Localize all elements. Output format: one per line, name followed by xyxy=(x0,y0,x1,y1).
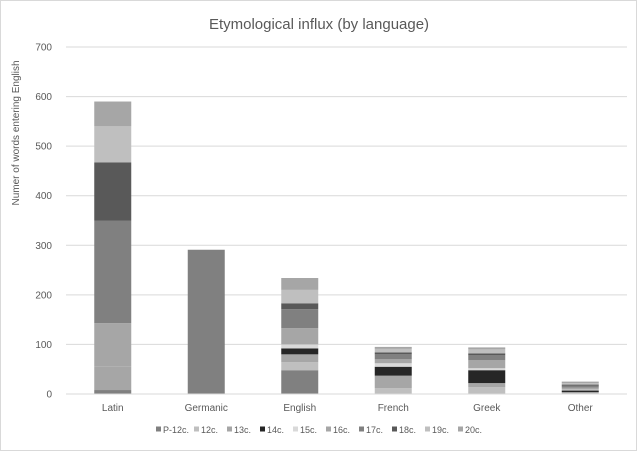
x-tick-label-germanic: Germanic xyxy=(185,403,228,414)
bar-segment-french-4 xyxy=(374,363,412,367)
x-tick-label-latin: Latin xyxy=(102,403,124,414)
bar-segment-other-2 xyxy=(561,392,599,394)
legend-label-0: P-12c. xyxy=(163,425,189,435)
x-tick-label-french: French xyxy=(378,403,409,414)
legend-label-9: 20c. xyxy=(465,425,482,435)
legend-label-4: 15c. xyxy=(300,425,317,435)
bar-segment-greek-6 xyxy=(468,355,506,361)
bar-layer xyxy=(94,101,599,394)
bar-segment-english-9 xyxy=(281,278,319,290)
y-axis-ticks: 0 100 200 300 400 500 600 700 xyxy=(35,43,52,401)
legend-swatch-6 xyxy=(359,426,364,432)
y-tick-label: 100 xyxy=(35,340,52,351)
x-tick-label-english: English xyxy=(283,403,316,414)
bar-segment-latin-8 xyxy=(94,126,132,163)
legend-label-2: 13c. xyxy=(234,425,251,435)
bar-segment-english-8 xyxy=(281,289,319,304)
bar-segment-greek-8 xyxy=(468,349,506,354)
grid-lines xyxy=(66,46,627,345)
bar-segment-latin-7 xyxy=(94,162,132,221)
bar-segment-english-1 xyxy=(281,362,319,371)
legend-label-5: 16c. xyxy=(333,425,350,435)
bar-segment-french-3 xyxy=(374,366,412,376)
legend-swatch-7 xyxy=(392,426,397,432)
bar-segment-english-5 xyxy=(281,328,319,345)
legend-swatch-2 xyxy=(227,426,232,432)
bar-segment-latin-9 xyxy=(94,101,132,127)
bar-segment-latin-5 xyxy=(94,323,132,367)
bar-segment-germanic-0 xyxy=(187,249,225,394)
legend-swatch-3 xyxy=(260,426,265,432)
legend-swatch-9 xyxy=(458,426,463,432)
bar-segment-greek-3 xyxy=(468,370,506,384)
legend-label-6: 17c. xyxy=(366,425,383,435)
bar-segment-other-7 xyxy=(561,384,599,386)
x-tick-label-other: Other xyxy=(568,403,594,414)
legend-label-3: 14c. xyxy=(267,425,284,435)
bar-segment-french-6 xyxy=(374,354,412,360)
bar-segment-greek-9 xyxy=(468,347,506,350)
bar-segment-other-5 xyxy=(561,387,599,390)
bar-segment-latin-0 xyxy=(94,390,132,394)
y-tick-label: 500 xyxy=(35,142,52,153)
legend: P-12c. 12c. 13c. 14c. 15c. 16c. 17c. 18c. 19c. 20… xyxy=(156,425,482,435)
chart-title: Etymological influx (by language) xyxy=(209,16,429,33)
legend-swatch-1 xyxy=(194,426,199,432)
legend-swatch-4 xyxy=(293,426,298,432)
legend-label-7: 18c. xyxy=(399,425,416,435)
bar-segment-greek-2 xyxy=(468,383,506,388)
y-tick-label: 0 xyxy=(46,390,52,401)
bar-segment-other-3 xyxy=(561,390,599,393)
bar-segment-french-2 xyxy=(374,375,412,389)
bar-segment-english-0 xyxy=(281,370,319,394)
x-tick-label-greek: Greek xyxy=(473,403,501,414)
bar-segment-other-8 xyxy=(561,383,599,385)
bar-segment-latin-2 xyxy=(94,366,132,391)
bar-segment-french-1 xyxy=(374,388,412,394)
y-tick-label: 300 xyxy=(35,241,52,252)
y-tick-label: 400 xyxy=(35,191,52,202)
bar-segment-french-9 xyxy=(374,346,412,349)
y-tick-label: 700 xyxy=(35,43,52,54)
bar-segment-french-5 xyxy=(374,359,412,364)
bar-segment-other-9 xyxy=(561,381,599,384)
legend-label-1: 12c. xyxy=(201,425,218,435)
bar-segment-english-3 xyxy=(281,348,319,355)
bar-segment-latin-6 xyxy=(94,220,132,324)
legend-swatch-5 xyxy=(326,426,331,432)
x-axis-ticks: Latin Germanic English French Greek Other xyxy=(102,403,594,414)
bar-segment-french-7 xyxy=(374,352,412,355)
y-tick-label: 600 xyxy=(35,92,52,103)
legend-label-8: 19c. xyxy=(432,425,449,435)
bar-segment-greek-5 xyxy=(468,360,506,369)
bar-segment-other-4 xyxy=(561,389,599,391)
bar-segment-english-4 xyxy=(281,344,319,349)
bar-segment-greek-1 xyxy=(468,387,506,394)
bar-segment-greek-4 xyxy=(468,368,506,371)
bar-segment-english-7 xyxy=(281,303,319,310)
bar-segment-greek-7 xyxy=(468,353,506,356)
bar-segment-english-2 xyxy=(281,354,319,363)
bar-segment-other-6 xyxy=(561,385,599,388)
y-tick-label: 200 xyxy=(35,290,52,301)
y-axis-label: Numer of words entering English xyxy=(11,60,22,205)
legend-swatch-8 xyxy=(425,426,430,432)
bar-segment-english-6 xyxy=(281,309,319,329)
legend-swatch-0 xyxy=(156,426,161,432)
bar-segment-french-8 xyxy=(374,348,412,353)
